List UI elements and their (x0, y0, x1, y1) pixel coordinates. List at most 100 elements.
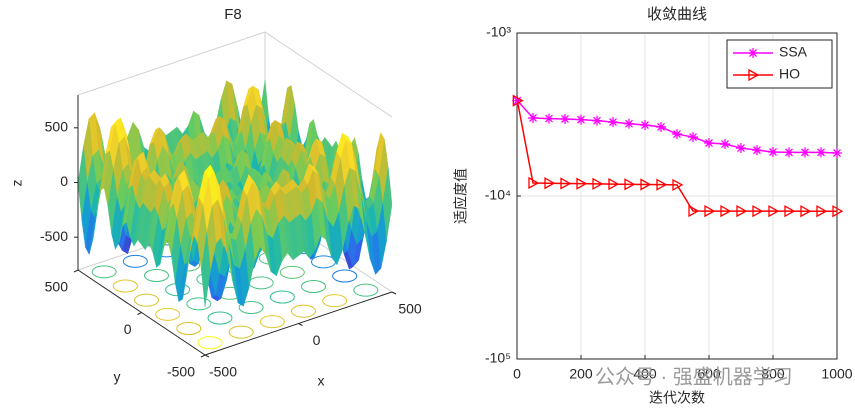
contour-ring (197, 336, 223, 350)
x-tick-label: 0 (313, 332, 321, 348)
contour-ring (301, 280, 326, 293)
legend-marker (748, 48, 758, 58)
marker (576, 114, 586, 125)
surface-patch (201, 232, 211, 308)
legend-label: SSA (779, 44, 808, 60)
contour-ring (207, 311, 233, 325)
x-tick-label: 600 (697, 366, 721, 382)
convergence-plot: 0 200 400 600 800 1000 -10⁵ -10⁴ -10³ SSA HO 收敛曲线迭代… (453, 6, 853, 406)
y-tick-label: -500 (167, 364, 195, 380)
legend-box (726, 39, 833, 89)
marker (512, 94, 524, 107)
x-axis-label: 迭代次数 (649, 390, 705, 406)
marker (800, 147, 810, 158)
x-tick (298, 323, 303, 326)
marker (784, 147, 794, 158)
marker (752, 205, 764, 218)
y-tick-label: -10⁴ (485, 187, 511, 203)
marker (544, 177, 556, 190)
y-tick-label: -10⁵ (485, 350, 511, 366)
contour-ring (91, 265, 117, 279)
marker (544, 113, 554, 124)
contour-ring (122, 254, 148, 268)
marker (688, 132, 698, 143)
y-axis-label: 适应度值 (453, 168, 469, 224)
marker (624, 178, 636, 191)
z-axis-label: z (9, 180, 25, 187)
marker (592, 177, 604, 190)
x-tick-label: 800 (761, 366, 785, 382)
marker (800, 205, 812, 218)
y-tick (200, 354, 206, 358)
y-axis-label: y (114, 369, 121, 385)
x-tick-label: 1000 (821, 366, 852, 382)
chart-title: F8 (224, 6, 242, 23)
marker (528, 176, 540, 190)
plot-frame (516, 32, 838, 360)
contour-ring (176, 322, 202, 335)
x-axis-label: x (318, 373, 325, 389)
marker (736, 143, 746, 154)
marker (624, 118, 634, 129)
x-tick (204, 354, 210, 358)
contour-ring (144, 269, 169, 282)
marker (672, 178, 684, 192)
axis-box-edge (264, 31, 393, 118)
marker (832, 148, 842, 159)
marker (528, 112, 538, 123)
marker (736, 205, 748, 218)
contour-ring (112, 279, 138, 293)
contour-ring (353, 283, 379, 297)
marker (560, 177, 572, 190)
marker (656, 178, 668, 191)
y-tick-label: 0 (124, 321, 132, 337)
marker (752, 145, 762, 156)
legend-label: HO (779, 66, 800, 82)
marker (816, 147, 826, 158)
marker (704, 205, 716, 218)
x-tick (391, 291, 397, 295)
marker (608, 177, 620, 191)
x-tick-label: 0 (513, 366, 521, 382)
contour-ring (279, 265, 305, 279)
marker (704, 138, 714, 149)
legend-marker (748, 68, 760, 82)
contour-ring (322, 294, 348, 308)
marker (576, 177, 588, 190)
y-tick-label: 500 (45, 279, 69, 295)
y-tick-label: -10³ (486, 24, 511, 40)
surface-plot: -500 0 500 -500 0 500 -500 0 500 F8 x y z (9, 6, 422, 389)
marker (720, 139, 730, 150)
marker (672, 129, 682, 140)
contour-ring (134, 293, 159, 307)
contour-ring (186, 297, 212, 311)
marker (768, 205, 780, 218)
contour-ring (259, 315, 285, 329)
z-tick-label: 500 (45, 119, 69, 135)
x-tick-label: 200 (569, 366, 593, 382)
axis-box-edge (77, 31, 266, 96)
marker (688, 204, 700, 218)
marker (784, 205, 796, 218)
contour-ring (269, 290, 295, 304)
marker (656, 121, 666, 132)
marker (608, 117, 618, 128)
watermark: 公众号 · 强盛机器学习 (595, 365, 793, 388)
marker (720, 205, 732, 218)
contour-ring (238, 301, 264, 314)
marker (816, 205, 828, 218)
contour-ring (155, 307, 181, 321)
z-tick-label: 0 (60, 173, 68, 189)
marker (560, 114, 570, 125)
x-tick-label: 500 (398, 301, 422, 317)
marker (592, 115, 602, 126)
y-tick (137, 312, 142, 315)
marker (832, 205, 844, 218)
z-tick-label: -500 (40, 228, 68, 244)
y-tick (73, 269, 79, 273)
contour-ring (332, 269, 358, 283)
chart-title: 收敛曲线 (647, 6, 707, 23)
marker (640, 120, 650, 131)
contour-ring (291, 304, 316, 318)
